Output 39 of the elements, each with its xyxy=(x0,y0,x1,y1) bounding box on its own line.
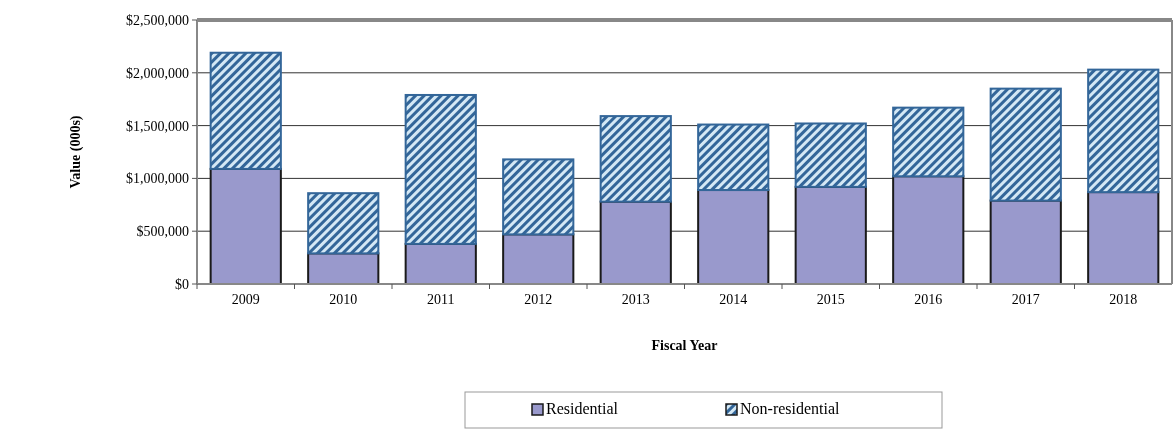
y-tick-label: $500,000 xyxy=(136,224,189,240)
x-tick-label: 2010 xyxy=(329,292,358,307)
bar xyxy=(1087,68,1160,194)
bar xyxy=(502,158,575,236)
bar xyxy=(989,199,1062,285)
y-tick-label: $1,000,000 xyxy=(126,171,189,187)
x-tick-label: 2017 xyxy=(1011,292,1040,307)
bar xyxy=(697,123,770,192)
legend-label: Non-residential xyxy=(740,400,841,417)
bar xyxy=(892,106,965,178)
bar xyxy=(794,122,867,188)
x-tick-label: 2016 xyxy=(914,292,943,307)
bar xyxy=(697,189,770,285)
bar xyxy=(599,115,672,203)
bar xyxy=(1087,191,1160,285)
bar xyxy=(404,242,477,285)
bar xyxy=(404,93,477,245)
x-axis-title: Fiscal Year xyxy=(651,338,718,353)
bar xyxy=(599,200,672,285)
bar xyxy=(989,87,1062,202)
bar xyxy=(209,167,282,285)
x-tick-label: 2009 xyxy=(231,292,260,307)
x-tick-label: 2012 xyxy=(524,292,553,307)
y-tick-label: $1,500,000 xyxy=(126,118,189,134)
x-tick-label: 2018 xyxy=(1109,292,1138,307)
x-tick-label: 2011 xyxy=(427,292,455,307)
x-tick-label: 2013 xyxy=(621,292,650,307)
bar xyxy=(307,192,380,255)
y-tick-label: $0 xyxy=(175,276,189,292)
x-tick-label: 2015 xyxy=(816,292,845,307)
y-tick-label: $2,500,000 xyxy=(126,12,189,28)
legend-label: Residential xyxy=(546,400,619,417)
bar xyxy=(209,51,282,170)
y-axis-title: Value (000s) xyxy=(68,115,84,189)
y-tick-label: $2,000,000 xyxy=(126,65,189,81)
x-tick-label: 2014 xyxy=(719,292,748,307)
bar xyxy=(794,185,867,285)
bar xyxy=(502,233,575,285)
bar xyxy=(892,175,965,285)
